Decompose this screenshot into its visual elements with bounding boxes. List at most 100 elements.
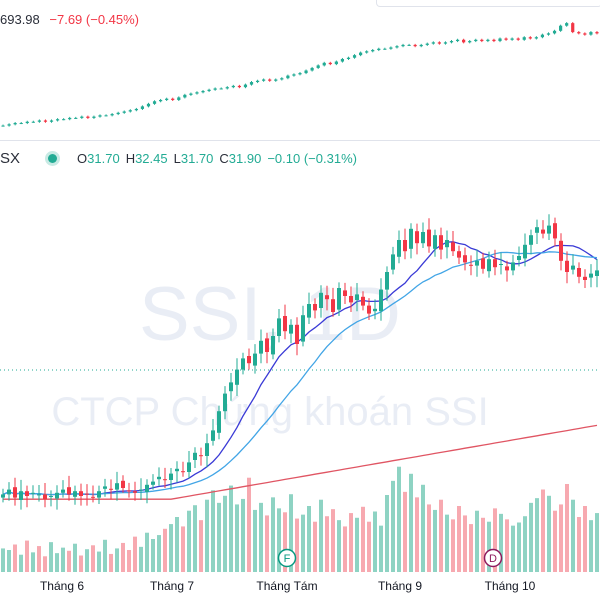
volume-bar — [283, 512, 287, 572]
price-candle — [463, 255, 467, 263]
volume-bar — [343, 526, 347, 572]
index-candle — [322, 62, 326, 66]
price-candle — [67, 487, 71, 495]
price-candle — [421, 232, 425, 244]
price-candle — [235, 369, 239, 385]
price-candle — [205, 443, 209, 456]
volume-bar — [121, 542, 125, 572]
volume-bar — [577, 517, 581, 572]
symbol-name[interactable]: SX — [0, 150, 21, 167]
price-candle — [13, 487, 17, 498]
volume-bar — [175, 517, 179, 572]
x-axis-label: Tháng 6 — [39, 579, 85, 593]
index-candle — [304, 70, 308, 74]
volume-bar — [169, 524, 173, 572]
volume-bar — [355, 517, 359, 572]
volume-bar — [73, 543, 77, 572]
index-candle — [413, 44, 417, 47]
volume-bar — [541, 489, 545, 572]
volume-bar — [97, 551, 101, 572]
price-candle — [565, 260, 569, 272]
volume-bar — [421, 484, 425, 572]
moving-averages — [2, 241, 598, 500]
x-axis-label: Tháng 9 — [377, 579, 423, 593]
price-candle — [247, 356, 251, 364]
volume-bar — [307, 506, 311, 572]
volume-bar — [379, 525, 383, 572]
pane-separator[interactable] — [0, 140, 600, 141]
index-candle — [286, 75, 290, 79]
volume-bar — [115, 548, 119, 572]
event-letter: D — [489, 553, 497, 565]
index-candle — [395, 46, 399, 48]
event-circle — [483, 548, 503, 568]
index-candle — [201, 91, 205, 93]
close-value: 31.90 — [228, 151, 262, 166]
volume-bar — [187, 510, 191, 572]
index-candle — [177, 97, 181, 100]
index-candle — [171, 98, 175, 100]
index-candle — [546, 33, 551, 35]
price-candle — [217, 411, 221, 433]
index-candle — [377, 48, 381, 51]
index-candle — [474, 39, 478, 42]
volume-bar — [505, 519, 509, 572]
index-candle — [62, 119, 66, 121]
volume-bar — [247, 477, 251, 572]
volume-bar — [43, 556, 47, 572]
index-candle — [540, 34, 545, 38]
volume-bar — [547, 495, 551, 572]
price-candle — [277, 318, 281, 336]
time-axis[interactable]: Tháng 6 Tháng 7 Tháng Tám Tháng 9 Tháng 10 — [0, 572, 600, 600]
volume-bar — [439, 499, 443, 572]
price-candle — [7, 489, 11, 495]
price-candle — [475, 260, 479, 266]
price-candle — [169, 473, 173, 480]
index-candle — [468, 41, 472, 43]
index-candle — [31, 121, 35, 123]
index-candle — [110, 114, 114, 116]
price-candle — [385, 272, 389, 290]
volume-bar — [259, 502, 263, 572]
price-candle — [295, 324, 299, 344]
price-candle — [187, 462, 191, 472]
volume-bar — [595, 513, 599, 572]
volume-bar — [517, 522, 521, 572]
open-value: 31.70 — [87, 151, 120, 166]
index-candle — [559, 25, 563, 31]
volume-bar — [487, 521, 491, 572]
index-candle — [19, 123, 23, 125]
volume-bar — [193, 505, 197, 572]
price-candle — [1, 494, 5, 498]
volume-bar — [151, 539, 155, 572]
volume-bar — [445, 514, 449, 572]
low-label: L — [173, 151, 181, 166]
volume-bar — [265, 515, 269, 572]
index-candle — [298, 73, 302, 75]
index-candle — [116, 112, 120, 115]
price-candle — [211, 430, 215, 441]
price-candle — [559, 240, 563, 261]
index-candle — [1, 125, 5, 127]
index-candle — [13, 123, 17, 125]
price-candle — [529, 235, 533, 245]
price-candle — [451, 242, 455, 252]
index-candle — [152, 101, 157, 104]
volume-bar — [349, 513, 353, 572]
price-candle — [223, 393, 227, 412]
index-candle — [522, 37, 526, 40]
volume-bar — [157, 535, 161, 572]
volume-bar — [409, 473, 413, 572]
volume-bar — [109, 553, 113, 572]
index-candle — [455, 39, 460, 42]
index-candle — [37, 120, 41, 122]
top-panel-tab[interactable] — [376, 0, 600, 7]
price-candle — [199, 455, 203, 457]
index-candle — [43, 120, 48, 122]
price-candle — [391, 254, 395, 270]
index-candle — [389, 47, 393, 49]
market-status-icon[interactable] — [48, 154, 58, 163]
index-candle — [243, 84, 248, 88]
price-candle — [379, 289, 383, 312]
